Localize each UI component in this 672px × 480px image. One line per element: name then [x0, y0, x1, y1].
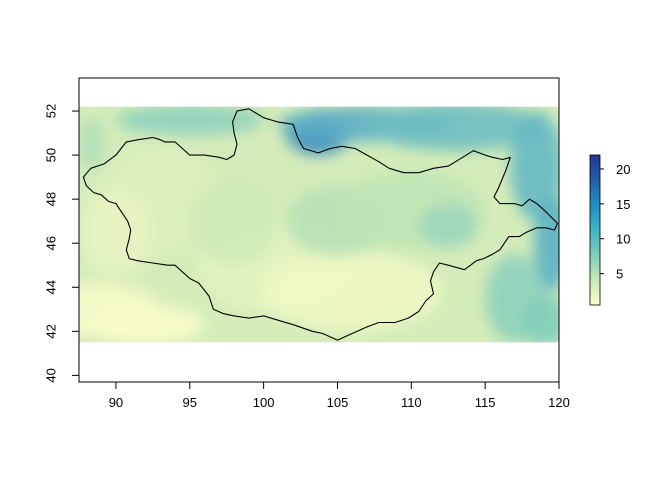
colorbar-ticks: 5 10 15 20: [600, 162, 630, 282]
x-tick-label: 115: [475, 395, 496, 410]
y-axis: 40 42 44 46 48 50 52: [43, 104, 80, 383]
colorbar: 5 10 15 20: [589, 154, 630, 306]
y-tick-label: 50: [43, 148, 58, 162]
raster-layer: [79, 106, 559, 343]
y-tick-label: 52: [43, 104, 58, 118]
colorbar-tick-label: 5: [616, 267, 623, 282]
colorbar-tick-label: 15: [616, 197, 630, 212]
y-tick-label: 46: [43, 236, 58, 250]
y-tick-label: 40: [43, 368, 58, 382]
colorbar-tick-label: 20: [616, 162, 630, 177]
x-tick-label: 110: [401, 395, 422, 410]
x-tick-label: 90: [109, 395, 123, 410]
x-tick-label: 120: [548, 395, 570, 410]
colorbar-tick-label: 10: [616, 232, 630, 247]
colorbar-gradient: [589, 154, 601, 306]
x-axis: 90 95 100 105 110 115 120: [109, 381, 570, 410]
y-tick-label: 42: [43, 324, 58, 338]
x-tick-label: 105: [327, 395, 349, 410]
y-tick-label: 48: [43, 192, 58, 206]
country-boundary: [82, 108, 559, 341]
y-tick-label: 44: [43, 280, 58, 294]
raster-values: [79, 106, 559, 343]
x-tick-label: 95: [183, 395, 197, 410]
x-tick-label: 100: [253, 395, 275, 410]
